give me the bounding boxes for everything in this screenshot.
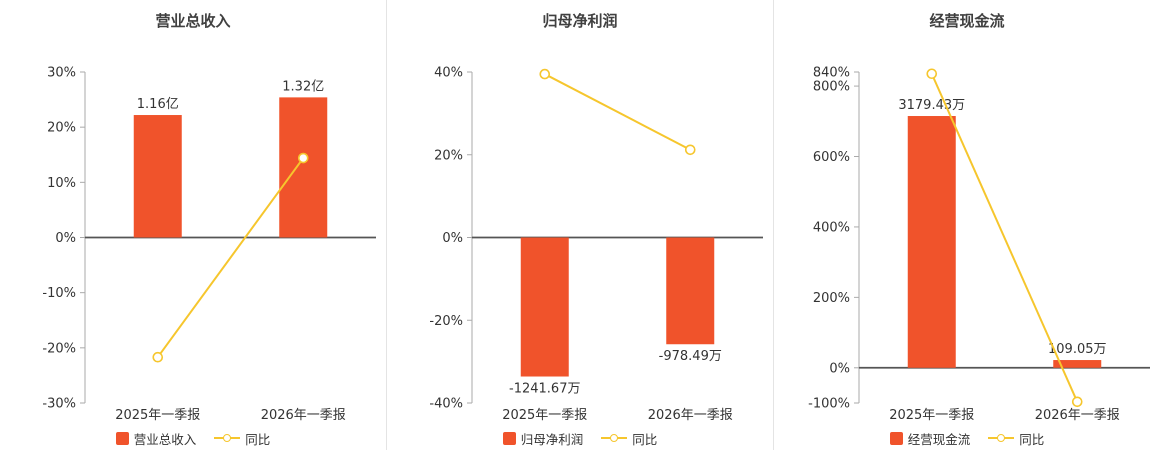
chart-panel-operating-cash-flow: 经营现金流 840% 800% 600% 400% 200% 0% -100% 3179.43… [773, 0, 1160, 450]
bar [666, 237, 715, 345]
y-axis-tick-label: 400% [813, 220, 850, 235]
bar [520, 237, 569, 377]
trend-line [156, 157, 305, 358]
line-marker [926, 68, 938, 80]
legend-label: 经营现金流 [907, 431, 971, 447]
x-axis-label: 2026年一季报 [648, 408, 733, 423]
bar-value-label: 1.32亿 [282, 79, 324, 94]
line-marker-icon [601, 433, 628, 443]
chart-title: 经营现金流 [929, 12, 1005, 30]
line-marker [1071, 396, 1083, 408]
bar-value-label: 109.05万 [1048, 342, 1107, 357]
y-axis-tick-label: 30% [47, 66, 76, 81]
y-axis-tick-label: -20% [429, 314, 463, 329]
operating-revenue-chart: 30% 20% 10% 0% -10% -20% -30% 1.16亿 1.32亿 2025年一季… [42, 66, 376, 423]
x-axis-label: 2026年一季报 [261, 408, 346, 423]
bar-value-label: -1241.67万 [509, 382, 580, 397]
bar [279, 97, 328, 238]
y-axis-tick-label: 20% [434, 148, 463, 163]
line-marker-icon [988, 433, 1015, 443]
y-axis-tick-label: 0% [442, 231, 463, 246]
bar [133, 115, 182, 238]
x-axis-label: 2025年一季报 [115, 408, 200, 423]
chart-legend: 营业总收入 同比 [115, 426, 270, 450]
x-axis-label: 2025年一季报 [889, 408, 974, 423]
chart-panel-operating-revenue: 营业总收入 30% 20% 10% 0% -10% -20% -30% 1.16亿 1.32亿 2… [0, 0, 386, 450]
bar-value-label: 3179.43万 [898, 98, 965, 113]
y-axis-tick-label: -100% [808, 397, 850, 412]
y-axis-tick-label: 800% [813, 80, 850, 95]
legend-item-line-series[interactable]: 同比 [988, 429, 1044, 448]
chart-title: 归母净利润 [542, 12, 618, 30]
y-axis-tick-label: 20% [47, 121, 76, 136]
bar [1053, 360, 1102, 368]
bar-swatch-icon [502, 431, 516, 445]
bar [907, 116, 956, 368]
legend-item-bar-series[interactable]: 归母净利润 [502, 429, 584, 448]
y-axis-tick-label: -10% [42, 286, 76, 301]
legend-label: 营业总收入 [133, 431, 197, 447]
net-profit-chart: 40% 20% 0% -20% -40% -1241.67万 -978.49万 2025年一季… [429, 66, 763, 423]
legend-item-line-series[interactable]: 同比 [601, 429, 657, 448]
line-marker [297, 152, 309, 164]
bar-value-label: 1.16亿 [137, 97, 179, 112]
y-axis-tick-label: -40% [429, 397, 463, 412]
chart-title: 营业总收入 [155, 12, 231, 30]
y-axis-tick-label: -20% [42, 341, 76, 356]
chart-legend: 归母净利润 同比 [502, 426, 657, 450]
trend-line [930, 73, 1079, 403]
bar-swatch-icon [889, 431, 903, 445]
chart-panel-net-profit: 归母净利润 40% 20% 0% -20% -40% -1241.67万 -978.49万 2… [386, 0, 773, 450]
line-marker [152, 351, 164, 363]
bar-value-label: -978.49万 [659, 349, 722, 364]
legend-item-line-series[interactable]: 同比 [214, 429, 270, 448]
legend-label: 同比 [1019, 431, 1045, 447]
x-axis-label: 2025年一季报 [502, 408, 587, 423]
y-axis-tick-label: 40% [434, 66, 463, 81]
y-axis-tick-label: 0% [829, 361, 850, 376]
line-marker [684, 144, 696, 156]
y-axis-tick-label: 840% [813, 66, 850, 81]
trend-line [544, 73, 691, 151]
y-axis-tick-label: -30% [42, 397, 76, 412]
y-axis-tick-label: 200% [813, 291, 850, 306]
line-marker [539, 68, 551, 80]
y-axis-tick-label: 600% [813, 150, 850, 165]
x-axis-label: 2026年一季报 [1035, 408, 1120, 423]
y-axis-tick-label: 10% [47, 176, 76, 191]
legend-label: 同比 [245, 431, 271, 447]
line-marker-icon [214, 433, 241, 443]
legend-item-bar-series[interactable]: 经营现金流 [889, 429, 971, 448]
legend-label: 归母净利润 [520, 431, 584, 447]
legend-label: 同比 [632, 431, 658, 447]
y-axis-tick-label: 0% [55, 231, 76, 246]
chart-legend: 经营现金流 同比 [889, 426, 1044, 450]
operating-cash-flow-chart: 840%800% 600% 400% 200% 0% -100% 3179.43万 109.0… [808, 66, 1150, 423]
bar-swatch-icon [115, 431, 129, 445]
legend-item-bar-series[interactable]: 营业总收入 [115, 429, 197, 448]
